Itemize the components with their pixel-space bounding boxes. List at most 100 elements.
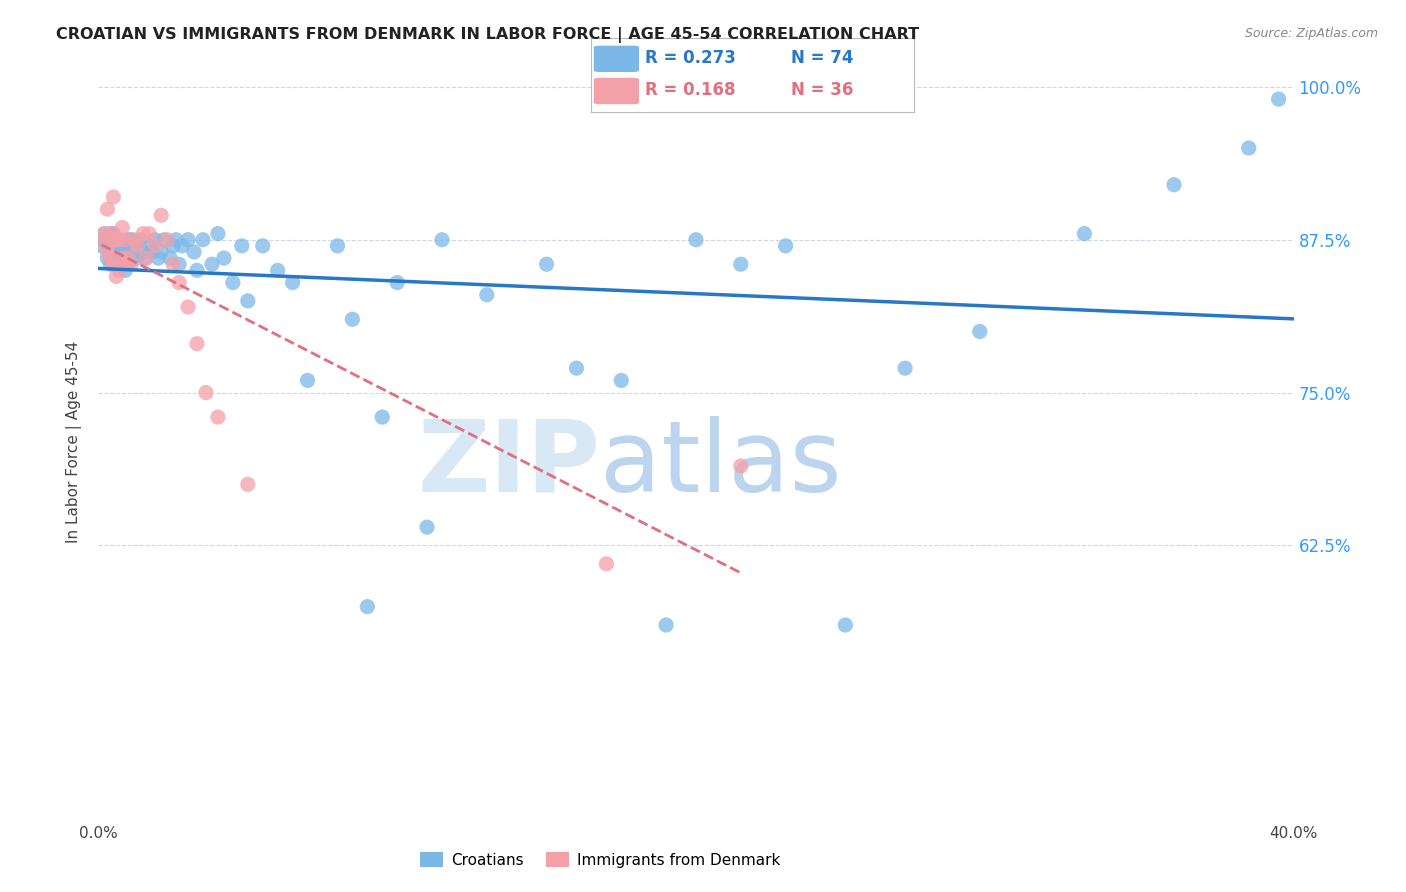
Point	[103, 233, 125, 247]
Point	[96, 202, 118, 217]
Point	[127, 239, 149, 253]
Point	[111, 257, 134, 271]
Point	[1073, 227, 1095, 241]
Point	[117, 251, 139, 265]
FancyBboxPatch shape	[593, 78, 640, 104]
Point	[165, 233, 187, 247]
Point	[207, 410, 229, 425]
Point	[143, 233, 166, 247]
Point	[565, 361, 588, 376]
Point	[114, 239, 136, 253]
Point	[120, 257, 142, 271]
Point	[111, 220, 134, 235]
FancyBboxPatch shape	[593, 45, 640, 72]
Point	[135, 251, 157, 265]
Point	[143, 239, 166, 253]
Point	[595, 557, 617, 571]
Point	[114, 263, 136, 277]
Point	[108, 251, 131, 265]
Point	[141, 244, 163, 259]
Point	[150, 208, 173, 222]
Point	[108, 239, 131, 253]
Point	[1267, 92, 1289, 106]
Point	[127, 251, 149, 265]
Text: CROATIAN VS IMMIGRANTS FROM DENMARK IN LABOR FORCE | AGE 45-54 CORRELATION CHART: CROATIAN VS IMMIGRANTS FROM DENMARK IN L…	[56, 27, 920, 43]
Point	[236, 477, 259, 491]
Point	[167, 276, 190, 290]
Point	[90, 233, 112, 247]
Point	[98, 227, 122, 241]
Point	[129, 233, 152, 247]
Point	[297, 373, 319, 387]
Y-axis label: In Labor Force | Age 45-54: In Labor Force | Age 45-54	[66, 341, 83, 542]
Point	[96, 236, 118, 251]
Point	[90, 239, 112, 253]
Point	[1163, 178, 1185, 192]
Point	[93, 227, 115, 241]
Point	[117, 233, 139, 247]
Point	[103, 244, 125, 259]
Point	[1237, 141, 1260, 155]
Point	[183, 244, 205, 259]
Point	[117, 257, 139, 271]
Point	[98, 251, 122, 265]
Point	[267, 263, 290, 277]
Point	[201, 257, 224, 271]
Point	[148, 251, 170, 265]
Point	[103, 233, 125, 247]
Point	[730, 257, 752, 271]
Point	[342, 312, 364, 326]
Point	[103, 257, 125, 271]
Text: R = 0.168: R = 0.168	[645, 81, 735, 99]
Point	[98, 227, 122, 241]
Point	[536, 257, 558, 271]
Point	[186, 336, 208, 351]
Text: N = 74: N = 74	[792, 49, 853, 67]
Point	[610, 373, 633, 387]
Point	[186, 263, 208, 277]
Text: R = 0.273: R = 0.273	[645, 49, 737, 67]
Point	[207, 227, 229, 241]
Point	[138, 227, 160, 241]
Point	[105, 233, 128, 247]
Point	[114, 233, 136, 247]
Point	[132, 227, 155, 241]
Point	[105, 233, 128, 247]
Point	[177, 233, 200, 247]
Point	[103, 227, 125, 241]
Point	[98, 257, 122, 271]
Point	[430, 233, 453, 247]
Point	[108, 263, 131, 277]
Point	[93, 227, 115, 241]
Point	[236, 293, 259, 308]
Point	[191, 233, 214, 247]
Point	[730, 458, 752, 473]
Point	[894, 361, 917, 376]
Point	[416, 520, 439, 534]
Point	[96, 244, 118, 259]
Point	[153, 233, 176, 247]
Point	[222, 276, 245, 290]
Text: ZIP: ZIP	[418, 416, 600, 513]
Point	[212, 251, 235, 265]
Point	[132, 244, 155, 259]
Point	[167, 257, 190, 271]
Point	[105, 269, 128, 284]
Point	[475, 287, 498, 301]
Point	[969, 325, 991, 339]
Point	[159, 251, 181, 265]
Point	[108, 233, 131, 247]
Point	[111, 244, 134, 259]
Point	[135, 251, 157, 265]
Point	[834, 618, 856, 632]
Point	[103, 190, 125, 204]
Point	[231, 239, 253, 253]
Point	[655, 618, 678, 632]
Point	[172, 239, 194, 253]
Point	[124, 233, 146, 247]
Legend: Croatians, Immigrants from Denmark: Croatians, Immigrants from Denmark	[415, 846, 786, 873]
Point	[111, 251, 134, 265]
Point	[252, 239, 274, 253]
Point	[124, 239, 146, 253]
Point	[775, 239, 797, 253]
